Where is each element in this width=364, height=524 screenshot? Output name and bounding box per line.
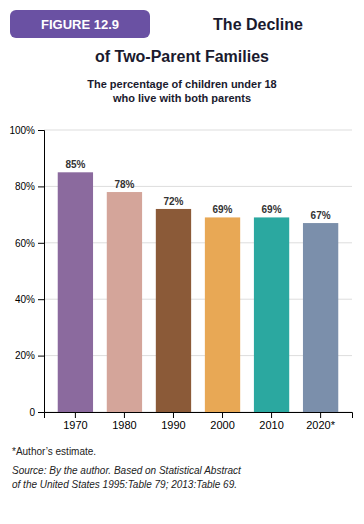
text-line: who live with both parents xyxy=(112,92,251,104)
tick: 40% xyxy=(15,294,44,305)
bars xyxy=(58,172,339,412)
x-axis: 1970 1980 1990 2000 2010 2020* xyxy=(45,412,353,431)
tick-mark xyxy=(124,412,125,418)
tick-mark xyxy=(222,412,223,418)
tick-mark xyxy=(320,412,321,418)
subtitle: The percentage of children under 18 who l… xyxy=(87,78,277,104)
tick-label: 60% xyxy=(15,238,35,249)
tick: 0 xyxy=(29,407,44,418)
tick-mark xyxy=(38,299,44,300)
tick-label: 2010 xyxy=(259,419,283,431)
tick-label: 40% xyxy=(15,294,35,305)
figure-badge xyxy=(10,10,150,38)
y-axis: 0 20% 40% 60% 80% 100% xyxy=(9,125,44,418)
data-label: 85% xyxy=(65,159,85,170)
bar xyxy=(58,172,93,412)
tick-mark xyxy=(271,412,272,418)
tick: 20% xyxy=(15,350,44,361)
footnote: *Author’s estimate. xyxy=(12,446,96,457)
title: The Decline of Two-Parent Families xyxy=(95,16,303,65)
tick-mark xyxy=(38,356,44,357)
tick-label: 20% xyxy=(15,350,35,361)
figure-label: FIGURE 12.9 xyxy=(41,17,119,32)
tick-mark xyxy=(173,412,174,418)
tick-label: 100% xyxy=(9,125,35,136)
data-label: 69% xyxy=(262,204,282,215)
text-line: Source: By the author. Based on Statisti… xyxy=(12,465,242,476)
bar xyxy=(107,192,142,412)
tick-mark xyxy=(75,412,76,418)
tick: 100% xyxy=(9,125,44,136)
tick: 2010 xyxy=(259,412,283,431)
tick-label: 0 xyxy=(29,407,35,418)
axis-line xyxy=(38,131,45,413)
tick: 2020* xyxy=(306,412,335,431)
tick-mark xyxy=(38,130,44,131)
data-labels: 85% 78% 72% 69% 69% 67% xyxy=(65,159,330,221)
data-label: 78% xyxy=(114,179,134,190)
axis-line xyxy=(45,413,353,419)
grid xyxy=(44,130,352,412)
tick-mark xyxy=(38,243,44,244)
tick-label: 1980 xyxy=(112,419,136,431)
tick: 1970 xyxy=(63,412,87,431)
tick-mark xyxy=(38,412,44,413)
tick-label: 80% xyxy=(15,181,35,192)
bar xyxy=(205,217,240,412)
bar xyxy=(303,223,338,412)
bar xyxy=(254,217,289,412)
tick: 1980 xyxy=(112,412,136,431)
tick: 1990 xyxy=(161,412,185,431)
text-line: of the United States 1995:Table 79; 2013… xyxy=(12,479,237,490)
data-label: 72% xyxy=(163,196,183,207)
tick-label: 1970 xyxy=(63,419,87,431)
data-label: 67% xyxy=(311,210,331,221)
source-note: Source: By the author. Based on Statisti… xyxy=(12,465,242,490)
text-line: The percentage of children under 18 xyxy=(87,78,277,90)
chart-svg: FIGURE 12.9 The Decline of Two-Parent Fami… xyxy=(0,0,364,524)
title-line: The Decline xyxy=(213,16,303,33)
tick: 80% xyxy=(15,181,44,192)
tick-label: 1990 xyxy=(161,419,185,431)
tick-label: 2000 xyxy=(210,419,234,431)
data-label: 69% xyxy=(213,204,233,215)
bar xyxy=(156,209,191,412)
title-line: of Two-Parent Families xyxy=(95,48,269,65)
tick: 60% xyxy=(15,238,44,249)
tick-label: 2020* xyxy=(306,419,335,431)
tick-mark xyxy=(38,186,44,187)
grid-line xyxy=(44,130,352,131)
tick: 2000 xyxy=(210,412,234,431)
plot: 0 20% 40% 60% 80% 100% 1970 1980 1990 2000 2010 202… xyxy=(9,125,352,431)
